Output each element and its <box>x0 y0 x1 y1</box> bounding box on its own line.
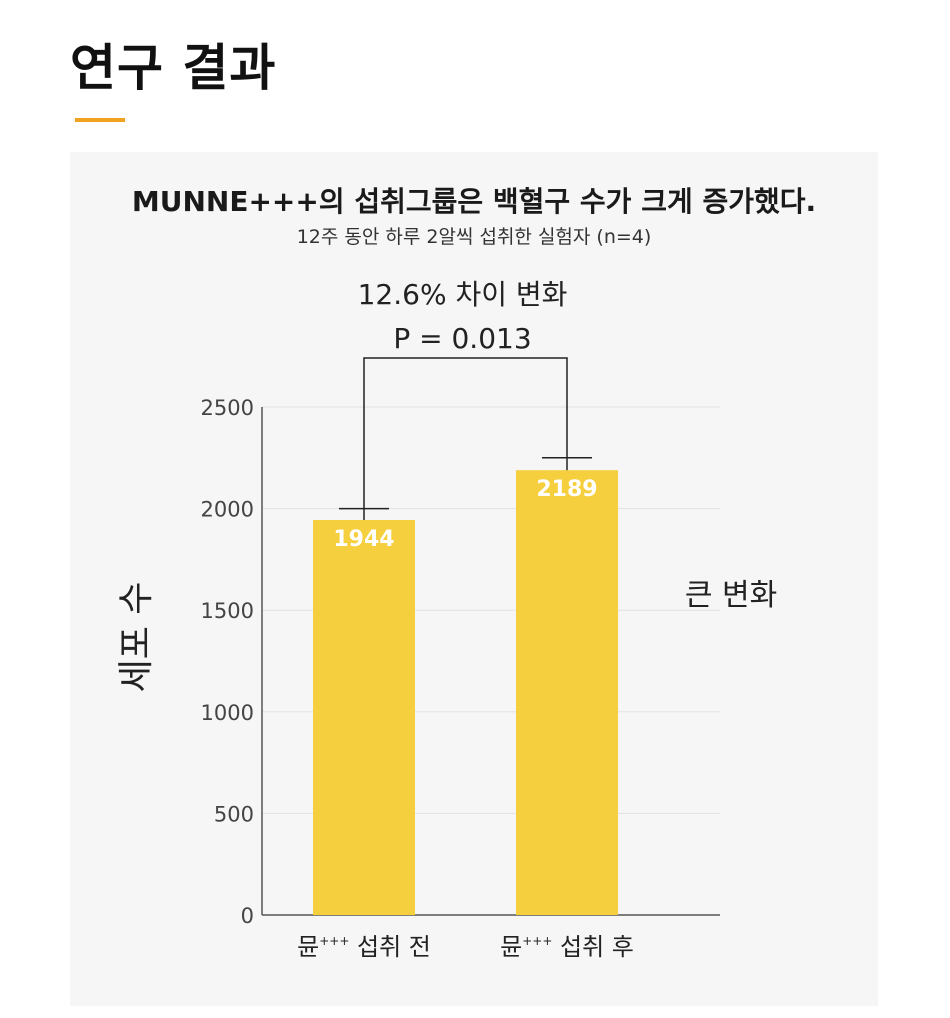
bar <box>313 519 415 915</box>
x-category-label: 뮨+++ 섭취 전 <box>297 933 431 961</box>
bar-value-label: 2189 <box>536 477 597 502</box>
x-category-label: 뮨+++ 섭취 후 <box>500 933 634 961</box>
chart-subtitle: 12주 동안 하루 2알씩 섭취한 실험자 (n=4) <box>296 226 652 248</box>
bar <box>516 470 618 915</box>
y-tick-label: 1000 <box>201 701 254 725</box>
title-accent-bar <box>75 118 125 122</box>
y-tick-label: 2000 <box>201 498 254 522</box>
y-tick-label: 500 <box>214 802 254 826</box>
side-note: 큰 변화 <box>685 578 777 613</box>
significance-bracket <box>363 357 568 509</box>
difference-annotation: 12.6% 차이 변화 <box>358 278 568 311</box>
y-axis-title: 세포 수 <box>116 582 157 693</box>
chart-title: MUNNE+++의 섭취그룹은 백혈구 수가 크게 증가했다. <box>131 185 817 218</box>
chart-panel <box>70 152 878 1006</box>
bar-value-label: 1944 <box>333 527 394 552</box>
page-title: 연구 결과 <box>70 39 277 97</box>
y-tick-label: 0 <box>241 904 254 928</box>
y-tick-label: 2500 <box>201 396 254 420</box>
y-tick-label: 1500 <box>201 599 254 623</box>
p-value-annotation: P = 0.013 <box>393 322 531 355</box>
